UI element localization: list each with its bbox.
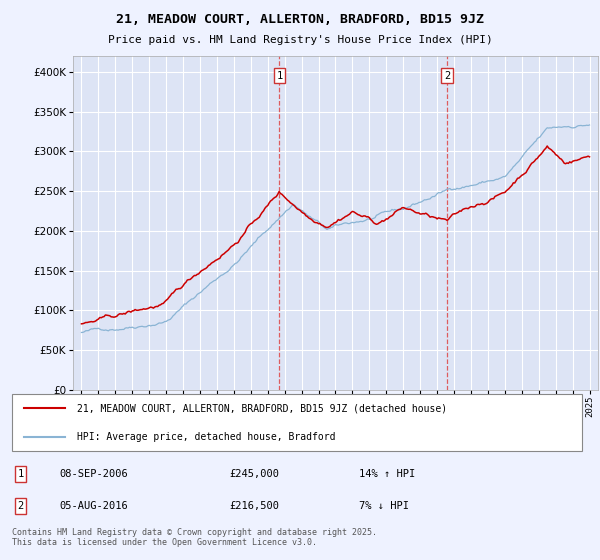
Text: 08-SEP-2006: 08-SEP-2006 [59, 469, 128, 479]
Text: 2: 2 [17, 501, 24, 511]
Text: 05-AUG-2016: 05-AUG-2016 [59, 501, 128, 511]
Text: 21, MEADOW COURT, ALLERTON, BRADFORD, BD15 9JZ: 21, MEADOW COURT, ALLERTON, BRADFORD, BD… [116, 13, 484, 26]
Text: 7% ↓ HPI: 7% ↓ HPI [359, 501, 409, 511]
Text: 14% ↑ HPI: 14% ↑ HPI [359, 469, 415, 479]
Text: HPI: Average price, detached house, Bradford: HPI: Average price, detached house, Brad… [77, 432, 335, 442]
Text: Price paid vs. HM Land Registry's House Price Index (HPI): Price paid vs. HM Land Registry's House … [107, 35, 493, 45]
Text: £245,000: £245,000 [229, 469, 280, 479]
Text: Contains HM Land Registry data © Crown copyright and database right 2025.
This d: Contains HM Land Registry data © Crown c… [12, 528, 377, 547]
Text: 2: 2 [444, 71, 450, 81]
Text: £216,500: £216,500 [229, 501, 280, 511]
Text: 1: 1 [17, 469, 24, 479]
Bar [12, 394, 582, 451]
Text: 21, MEADOW COURT, ALLERTON, BRADFORD, BD15 9JZ (detached house): 21, MEADOW COURT, ALLERTON, BRADFORD, BD… [77, 403, 446, 413]
Text: 1: 1 [277, 71, 283, 81]
